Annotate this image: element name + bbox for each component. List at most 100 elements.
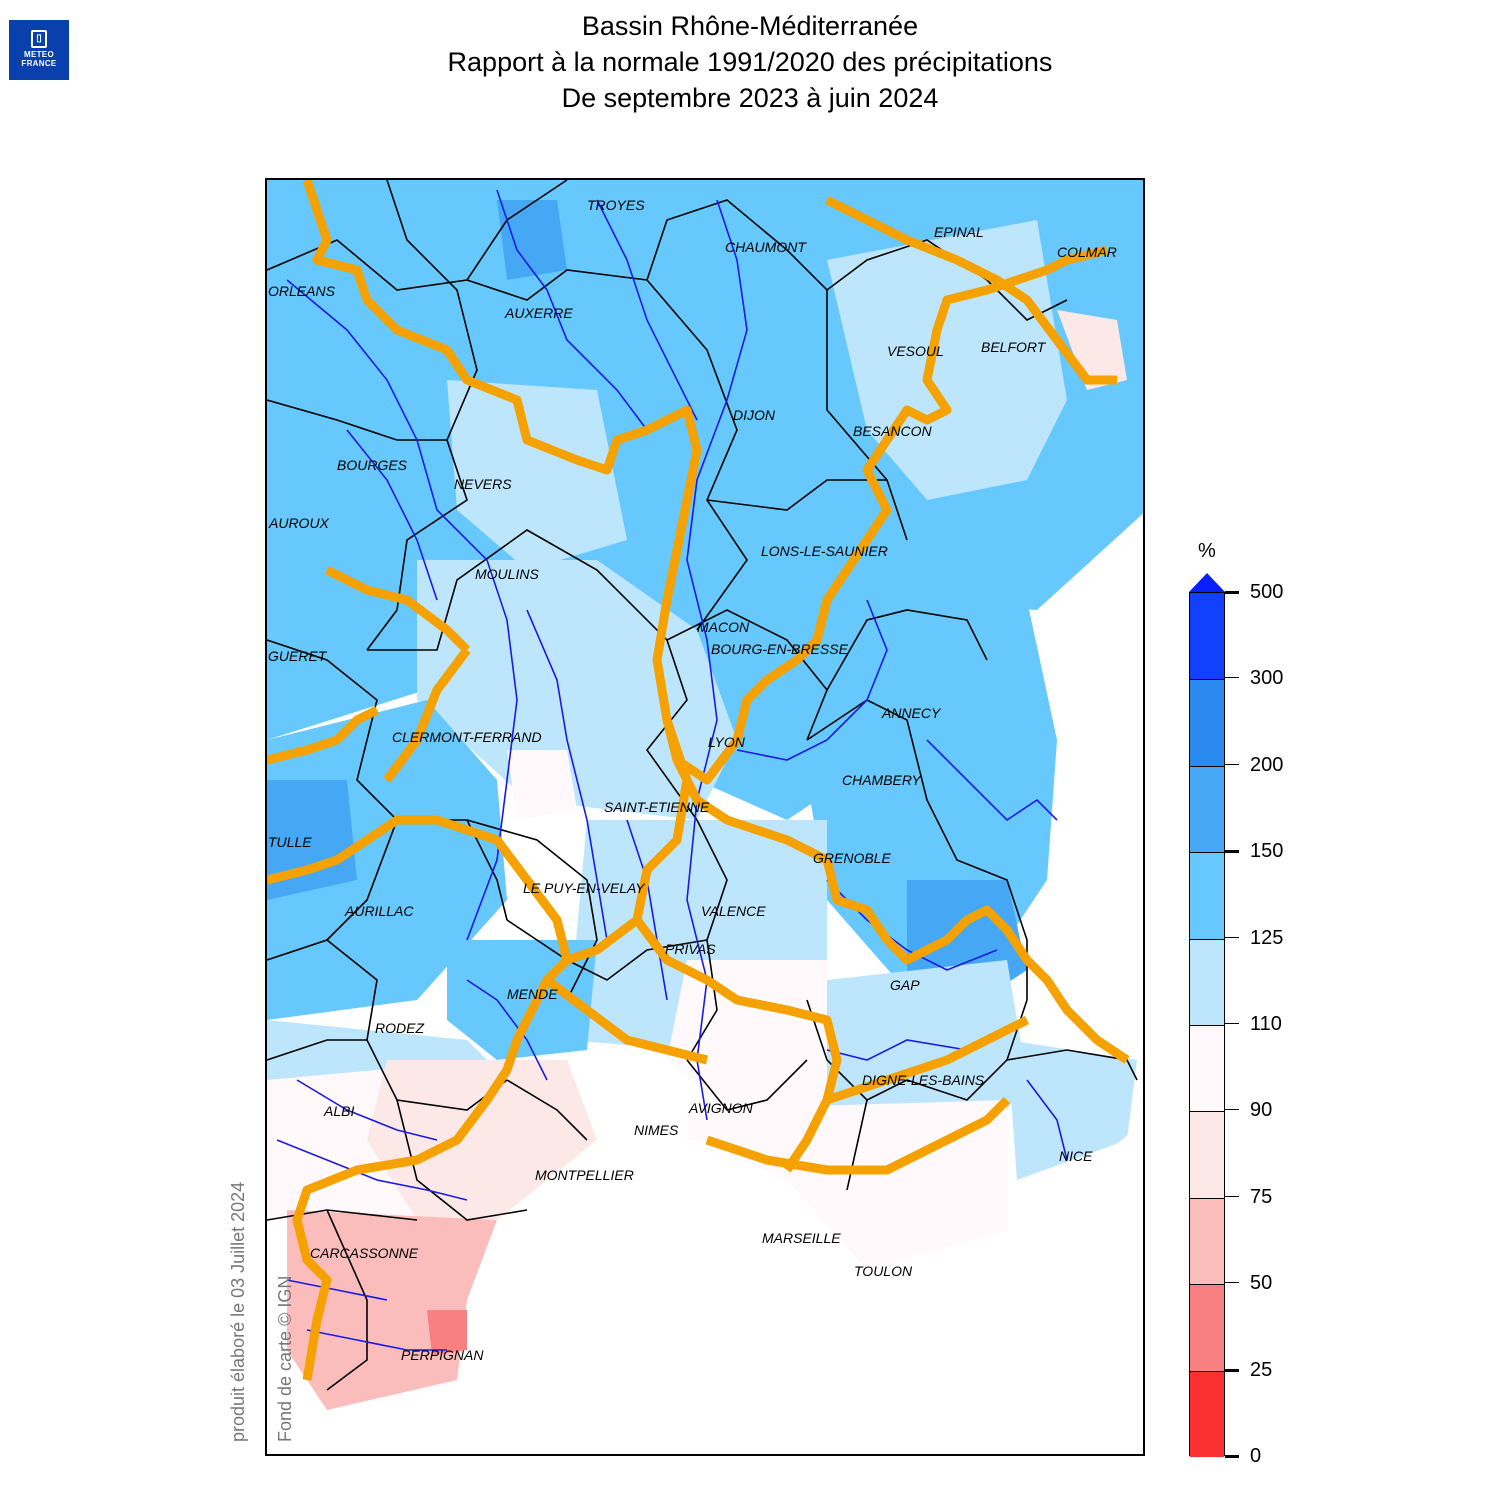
zone-nevers-light [447, 380, 627, 570]
city-marseille: MARSEILLE [762, 1230, 841, 1246]
legend-tick-mark [1225, 1455, 1239, 1458]
zone-nice-light [1007, 1040, 1137, 1180]
legend-tick-label: 25 [1250, 1358, 1273, 1381]
city-belfort: BELFORT [981, 339, 1047, 355]
legend-tick-mark [1225, 1368, 1239, 1372]
city-le-puy-en-velay: LE PUY-EN-VELAY [523, 880, 646, 896]
city-chateauroux: AUROUX [268, 515, 330, 531]
legend-bin-125-150 [1190, 852, 1224, 939]
city-rodez: RODEZ [375, 1020, 424, 1036]
city-grenoble: GRENOBLE [813, 850, 891, 866]
city-digne-les-bains: DIGNE-LES-BAINS [862, 1072, 985, 1088]
city-auxerre: AUXERRE [504, 305, 573, 321]
logo-icon: ▯ [31, 30, 47, 48]
city-troyes: TROYES [587, 197, 645, 213]
title-line3: De septembre 2023 à juin 2024 [561, 83, 939, 113]
legend-tick-mark [1225, 850, 1239, 854]
zone-belfort-pink [1057, 310, 1127, 390]
basin-border [267, 180, 1130, 1381]
sea-polygon [487, 1123, 1143, 1454]
zone-clermont-pale [507, 750, 577, 820]
city-macon: MACON [697, 619, 750, 635]
city-mende: MENDE [507, 986, 558, 1002]
zone-yonne-dark [497, 200, 567, 280]
city-nevers: NEVERS [454, 476, 512, 492]
legend-tick-mark [1225, 677, 1239, 679]
city-valence: VALENCE [701, 903, 766, 919]
city-orleans: ORLEANS [268, 283, 336, 299]
legend-tick-label: 110 [1250, 1013, 1282, 1035]
legend-tick-label: 500 [1250, 581, 1284, 603]
legend-bin-0-25 [1190, 1370, 1224, 1457]
legend-tick-label: 90 [1250, 1099, 1273, 1122]
legend-bin-50-75 [1190, 1197, 1224, 1285]
title-line1: Bassin Rhône-Méditerranée [581, 11, 919, 41]
city-moulins: MOULINS [475, 566, 539, 582]
city-aurillac: AURILLAC [344, 903, 414, 919]
city-nimes: NIMES [634, 1122, 679, 1138]
basemap-credit: Fond de carte © IGN [275, 1275, 295, 1442]
city-chaumont: CHAUMONT [725, 239, 807, 255]
legend-bin-200-300 [1190, 679, 1224, 766]
legend-bin-75-90 [1190, 1111, 1224, 1198]
city-privas: PRIVAS [665, 941, 716, 957]
city-perpignan: PERPIGNAN [401, 1347, 484, 1363]
legend-tick-label: 200 [1250, 753, 1284, 776]
legend-tick-mark [1225, 936, 1239, 938]
logo-line2: FRANCE [21, 59, 57, 68]
production-date-credit: produit élaboré le 03 Juillet 2024 [228, 1181, 248, 1442]
legend-bin-110-125 [1190, 938, 1224, 1025]
legend-colorbar [1189, 592, 1225, 1457]
city-carcassonne: CARCASSONNE [310, 1245, 419, 1261]
legend-unit: % [1198, 540, 1216, 562]
zone-center-light [417, 560, 737, 820]
legend-tick-mark [1225, 591, 1239, 594]
map-title: Bassin Rhône-Méditerranée Rapport à la n… [250, 8, 1250, 116]
city-lyon: LYON [708, 734, 746, 750]
meteo-france-logo: ▯ METEO FRANCE [9, 20, 69, 80]
legend-tick-label: 300 [1250, 667, 1284, 690]
legend-bin-300-500 [1190, 593, 1224, 680]
city-bourg-en-bresse: BOURG-EN-BRESSE [711, 641, 849, 657]
legend-tick-mark [1225, 1109, 1239, 1111]
city-avignon: AVIGNON [688, 1100, 754, 1116]
city-gap: GAP [890, 977, 920, 993]
city-saint-etienne: SAINT-ETIENNE [604, 799, 710, 815]
zone-gard-pale [667, 960, 827, 1110]
city-labels: TROYES CHAUMONT EPINAL COLMAR ORLEANS AU… [268, 197, 1117, 1363]
zone-aude-pink [287, 1210, 497, 1410]
city-nice: NICE [1059, 1148, 1093, 1164]
city-bourges: BOURGES [337, 457, 408, 473]
legend-tick-mark [1225, 763, 1239, 765]
logo-line1: METEO [24, 50, 54, 59]
title-line2: Rapport à la normale 1991/2020 des préci… [447, 47, 1053, 77]
map-panel[interactable]: TROYES CHAUMONT EPINAL COLMAR ORLEANS AU… [265, 178, 1145, 1456]
city-dijon: DIJON [733, 407, 776, 423]
legend-overflow-triangle [1189, 573, 1225, 592]
city-besancon: BESANCON [853, 423, 932, 439]
city-colmar: COLMAR [1057, 244, 1117, 260]
city-lons-le-saunier: LONS-LE-SAUNIER [761, 543, 888, 559]
city-montpellier: MONTPELLIER [535, 1167, 634, 1183]
legend-tick-label: 50 [1250, 1272, 1273, 1295]
city-toulon: TOULON [854, 1263, 913, 1279]
city-gueret: GUERET [268, 648, 328, 664]
legend-tick-label: 75 [1250, 1185, 1273, 1208]
city-annecy: ANNECY [881, 705, 942, 721]
map-canvas: TROYES CHAUMONT EPINAL COLMAR ORLEANS AU… [267, 180, 1143, 1454]
legend-tick-mark [1225, 1282, 1239, 1284]
zone-perpignan-dark [427, 1310, 467, 1355]
legend-tick-label: 0 [1250, 1445, 1262, 1467]
city-vesoul: VESOUL [887, 343, 944, 359]
legend-tick-mark [1225, 1023, 1239, 1024]
city-tulle: TULLE [268, 834, 312, 850]
city-albi: ALBI [323, 1103, 354, 1119]
city-clermont-ferrand: CLERMONT-FERRAND [392, 729, 542, 745]
legend-tick-mark [1225, 1195, 1239, 1197]
legend-bin-25-50 [1190, 1284, 1224, 1371]
legend-bin-150-200 [1190, 765, 1224, 853]
legend-tick-label: 150 [1250, 840, 1284, 863]
legend-tick-label: 125 [1250, 926, 1284, 949]
city-epinal: EPINAL [934, 224, 984, 240]
city-chambery: CHAMBERY [842, 772, 922, 788]
